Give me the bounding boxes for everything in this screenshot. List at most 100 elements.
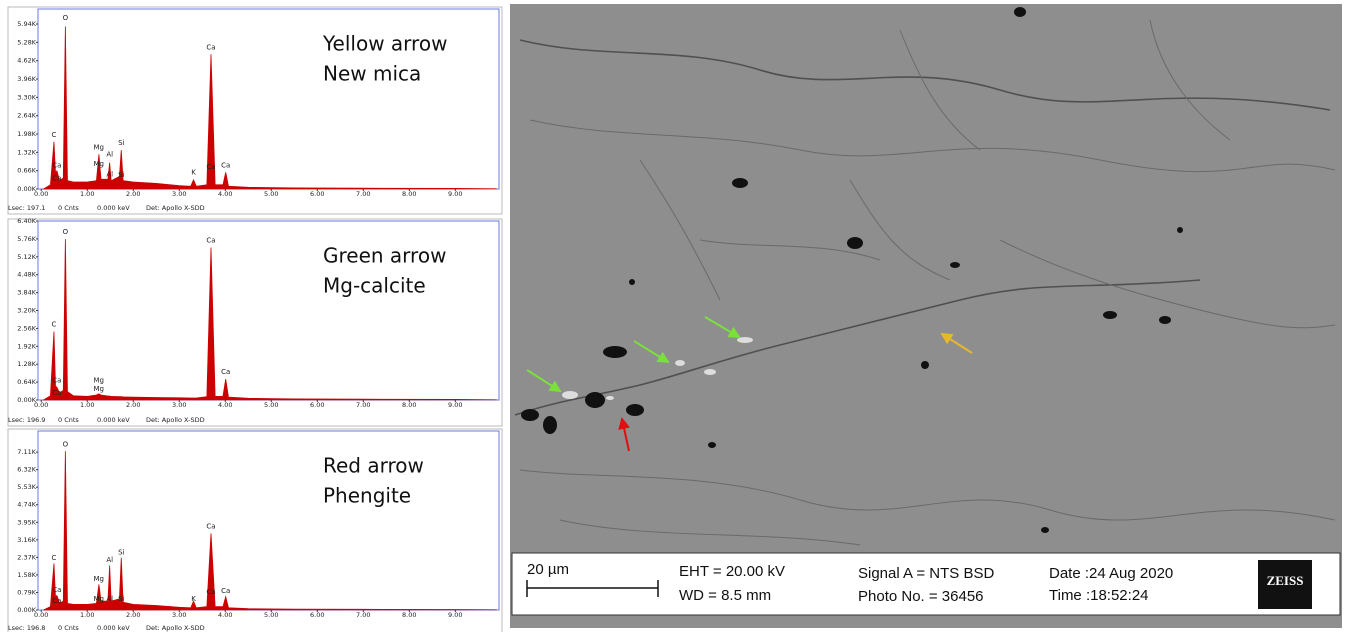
footer-text: 0.000 keV [97, 204, 130, 212]
y-tick-label: 5.28K [17, 38, 36, 46]
y-tick-label: 3.20K [17, 307, 36, 315]
panel-frame [7, 6, 503, 215]
x-tick-label: 0.00 [34, 190, 48, 198]
y-tick-label: 2.64K [17, 112, 36, 120]
x-tick-label: 9.00 [448, 611, 462, 619]
peak-label: Mg [93, 160, 103, 168]
photo-no: Photo No. = 36456 [858, 588, 984, 605]
y-tick-label: 1.32K [17, 148, 36, 156]
caption: Red arrow [323, 454, 424, 478]
date: Date :24 Aug 2020 [1049, 565, 1173, 582]
peak-label: Si [118, 595, 124, 603]
info-bar: 20 µm EHT = 20.00 kV WD = 8.5 mm Signal … [511, 552, 1341, 616]
signal: Signal A = NTS BSD [858, 565, 994, 582]
y-tick-label: 7.11K [17, 448, 36, 456]
x-tick-label: 9.00 [448, 190, 462, 198]
x-tick-label: 8.00 [402, 401, 416, 409]
caption: Phengite [323, 484, 411, 508]
peak-label: O [63, 441, 69, 449]
caption: Green arrow [323, 244, 446, 268]
peak-label: Ca [52, 389, 61, 397]
y-tick-label: 3.30K [17, 93, 36, 101]
y-tick-label: 4.62K [17, 57, 36, 65]
x-tick-label: 3.00 [172, 190, 186, 198]
crack [519, 469, 1336, 546]
peak-label: K [191, 168, 196, 176]
caption: Yellow arrow [322, 32, 447, 56]
footer-text: 0.000 keV [97, 416, 130, 424]
eht: EHT = 20.00 kV [679, 563, 785, 580]
spectrum [42, 239, 497, 401]
peak-label: Si [118, 171, 124, 179]
peak-label: Ca [52, 161, 61, 169]
y-tick-label: 6.32K [17, 466, 36, 474]
peak-label: Al [106, 150, 113, 158]
peak-label: Ca [206, 43, 215, 51]
footer-text: Det: Apollo X-SDD [146, 204, 205, 212]
peak-label: Mg [93, 385, 103, 393]
green-arrow [526, 369, 562, 393]
peak-label: C [52, 554, 57, 562]
y-tick-label: 0.00K [17, 396, 36, 404]
caption: New mica [323, 62, 421, 86]
footer-text: Lsec: 196.9 [8, 416, 45, 424]
x-tick-label: 4.00 [218, 401, 232, 409]
x-tick-label: 5.00 [264, 611, 278, 619]
peak-label: Ca [221, 368, 230, 376]
x-tick-label: 5.00 [264, 401, 278, 409]
crack [639, 159, 1336, 329]
peak-label: Ca [221, 587, 230, 595]
x-tick-label: 1.00 [80, 401, 94, 409]
green-arrow [704, 316, 741, 339]
peak-label: Ca [206, 163, 215, 171]
sem-image [510, 4, 1342, 628]
peak-label: Ca [52, 586, 61, 594]
y-tick-label: 0.00K [17, 606, 36, 614]
y-tick-label: 4.74K [17, 501, 36, 509]
y-tick-label: 3.84K [17, 289, 36, 297]
x-tick-label: 6.00 [310, 611, 324, 619]
x-tick-label: 7.00 [356, 611, 370, 619]
peak-label: Al [106, 556, 113, 564]
caption: Mg-calcite [323, 274, 426, 298]
y-tick-label: 5.53K [17, 483, 36, 491]
scale-bar [526, 580, 659, 597]
spectrum [42, 26, 497, 190]
x-tick-label: 1.00 [80, 190, 94, 198]
x-tick-label: 6.00 [310, 190, 324, 198]
plot-frame [37, 8, 500, 190]
bright-grains [562, 337, 753, 400]
footer-text: Lsec: 197.1 [8, 204, 45, 212]
footer-text: 0 Cnts [58, 416, 79, 424]
crack [699, 19, 1231, 261]
crack [514, 279, 1201, 416]
x-tick-label: 2.00 [126, 401, 140, 409]
footer-text: 0 Cnts [58, 624, 79, 632]
plot-frame [37, 430, 500, 611]
peak-label: Mg [93, 376, 103, 384]
peak-label: K [191, 595, 196, 603]
y-tick-label: 1.28K [17, 360, 36, 368]
x-tick-label: 9.00 [448, 401, 462, 409]
x-tick-label: 8.00 [402, 190, 416, 198]
y-tick-label: 6.40K [17, 217, 36, 225]
x-tick-label: 0.00 [34, 611, 48, 619]
x-tick-label: 2.00 [126, 190, 140, 198]
x-tick-label: 3.00 [172, 401, 186, 409]
crack [529, 119, 1336, 173]
sem-background [510, 4, 1342, 628]
peak-label: Ca [206, 588, 215, 596]
green-arrow [633, 340, 670, 364]
peak-label: Al [106, 171, 113, 179]
peak-label: Mg [93, 595, 103, 603]
peak-label: Si [118, 548, 124, 556]
peak-label: Ca [206, 523, 215, 531]
peak-label: Mg [93, 143, 103, 151]
x-tick-label: 7.00 [356, 401, 370, 409]
x-tick-label: 3.00 [172, 611, 186, 619]
y-tick-label: 1.98K [17, 130, 36, 138]
x-tick-label: 2.00 [126, 611, 140, 619]
footer-text: Det: Apollo X-SDD [146, 416, 205, 424]
peak-label: Ca [52, 597, 61, 605]
